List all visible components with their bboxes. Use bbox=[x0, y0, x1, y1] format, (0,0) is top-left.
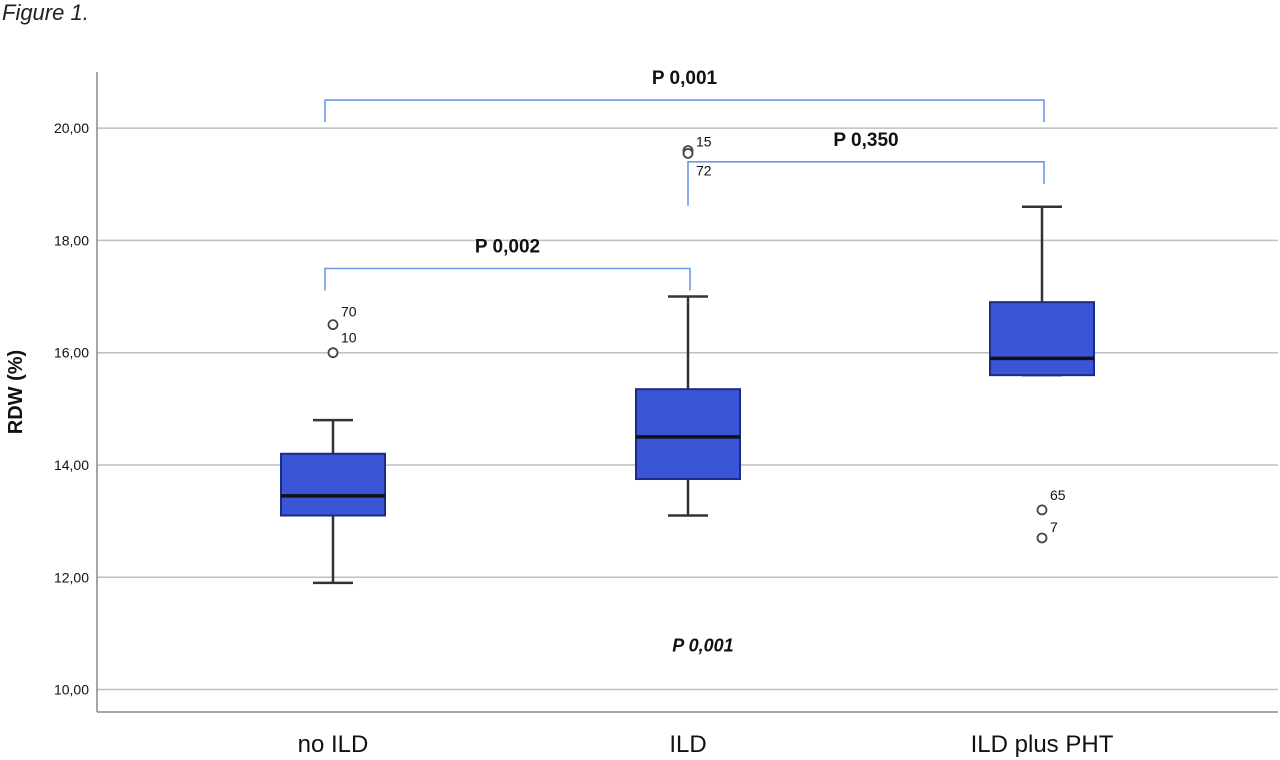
outlier-point bbox=[327, 319, 339, 331]
comparison-label: P 0,002 bbox=[475, 236, 540, 257]
x-tick-label: ILD plus PHT bbox=[971, 731, 1114, 758]
x-tick-label: ILD bbox=[669, 731, 706, 758]
outlier-label: 15 bbox=[696, 134, 712, 150]
box bbox=[989, 301, 1095, 377]
outlier-label: 7 bbox=[1050, 519, 1058, 535]
overall-p-annotation: P 0,001 bbox=[672, 636, 733, 656]
y-tick-label: 18,00 bbox=[54, 232, 89, 248]
comparison-label: P 0,001 bbox=[652, 68, 718, 89]
y-tick-label: 10,00 bbox=[54, 682, 89, 698]
figure-caption: Figure 1. bbox=[2, 0, 89, 25]
box bbox=[280, 452, 386, 517]
outlier-label: 72 bbox=[696, 162, 712, 178]
y-tick-label: 16,00 bbox=[54, 345, 89, 361]
y-axis-label: RDW (%) bbox=[5, 350, 27, 434]
outlier-point bbox=[1036, 532, 1048, 544]
y-tick-label: 20,00 bbox=[54, 120, 89, 136]
outlier-point bbox=[327, 347, 339, 359]
outlier-label: 10 bbox=[341, 330, 357, 346]
comparison-bracket bbox=[324, 267, 691, 291]
outlier-point bbox=[1036, 504, 1048, 516]
box-group bbox=[635, 145, 741, 517]
outlier-label: 70 bbox=[341, 304, 357, 320]
outlier-label: 65 bbox=[1050, 487, 1066, 503]
comparison-label: P 0,350 bbox=[833, 130, 898, 151]
box-group bbox=[989, 205, 1095, 544]
box-group bbox=[280, 319, 386, 585]
outlier-point bbox=[682, 148, 694, 159]
comparison-bracket bbox=[324, 99, 1045, 123]
y-tick-label: 12,00 bbox=[54, 569, 89, 585]
box bbox=[635, 388, 741, 481]
y-tick-label: 14,00 bbox=[54, 457, 89, 473]
x-tick-label: no ILD bbox=[298, 731, 369, 758]
comparison-bracket bbox=[687, 161, 1045, 206]
